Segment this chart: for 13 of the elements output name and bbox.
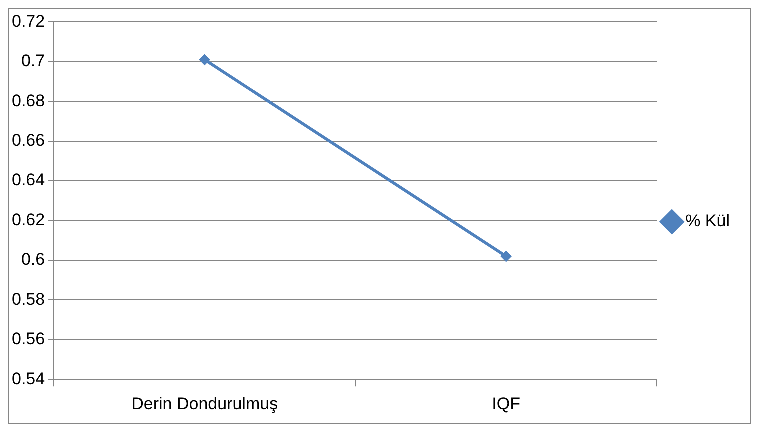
- y-tick-label: 0.66: [12, 131, 46, 150]
- y-tick-label: 0.56: [12, 330, 46, 349]
- y-tick-label: 0.62: [12, 210, 46, 230]
- y-tick-label: 0.64: [12, 170, 46, 190]
- y-tick-label: 0.6: [21, 250, 46, 270]
- x-tick-label: Derin Dondurulmuş: [132, 394, 278, 414]
- y-tick-label: 0.72: [12, 12, 46, 31]
- y-tick-label: 0.7: [21, 52, 46, 71]
- x-tick-label: IQF: [492, 394, 521, 414]
- y-tick-label: 0.58: [12, 290, 46, 309]
- y-tick-label: 0.68: [12, 91, 46, 110]
- legend-label: % Kül: [686, 212, 730, 231]
- y-tick-label: 0.54: [12, 369, 46, 388]
